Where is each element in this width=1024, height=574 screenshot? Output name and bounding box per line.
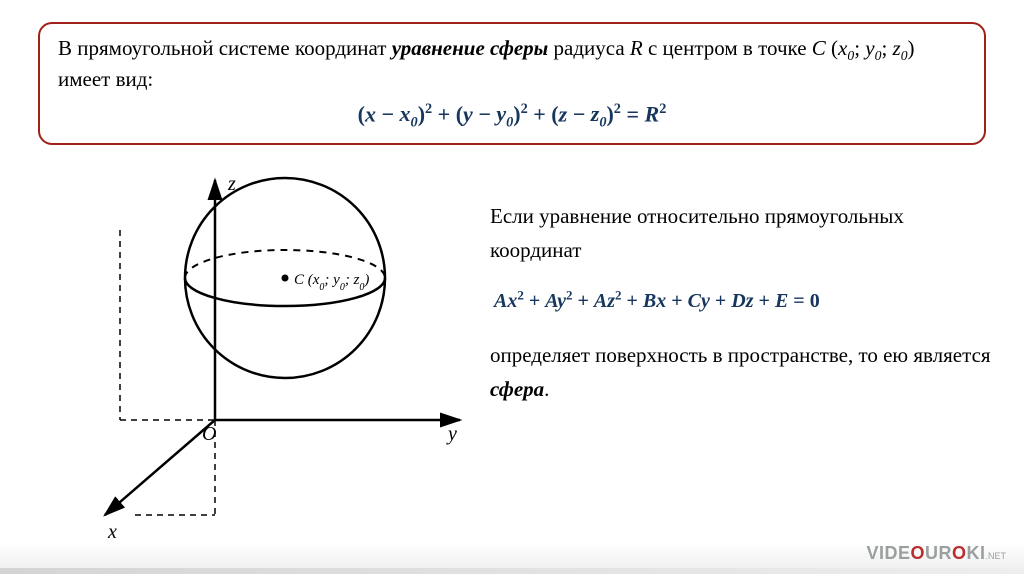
center-point-label: C (x0; y0; z0) [294, 272, 369, 293]
explanation-block: Если уравнение относительно прямоугольны… [490, 200, 1000, 418]
def-R: R [630, 36, 643, 60]
general-equation: Ax2 + Ay2 + Az2 + Bx + Cy + Dz + E = 0 [494, 285, 1000, 317]
def-C: C [812, 36, 826, 60]
y0: y0 [865, 36, 881, 60]
z0: z0 [893, 36, 908, 60]
def-text-b: уравнение сферы [392, 36, 549, 60]
axis-z-label: z [227, 173, 236, 195]
sep1: ; [854, 36, 865, 60]
def-text-d: с центром в точке [643, 36, 812, 60]
sphere-diagram: z y x O C (x0; y0; z0) [80, 170, 480, 560]
x0: x0 [838, 36, 854, 60]
explanation-line2: определяет поверхность в пространстве, т… [490, 339, 1000, 406]
definition-text: В прямоугольной системе координат уравне… [58, 34, 966, 95]
bottom-bar [0, 568, 1024, 574]
axis-x-label: x [107, 521, 117, 543]
origin-label: O [202, 423, 216, 445]
sphere-equation: (x − x0)2 + (y − y0)2 + (z − z0)2 = R2 [58, 101, 966, 132]
definition-box: В прямоугольной системе координат уравне… [38, 22, 986, 145]
axis-y-label: y [446, 423, 457, 445]
paren-close: ) [908, 36, 915, 60]
sep2: ; [881, 36, 892, 60]
def-text-e: имеет вид: [58, 67, 153, 91]
explanation-line1: Если уравнение относительно прямоугольны… [490, 200, 1000, 267]
paren-open: ( [826, 36, 838, 60]
watermark: VIDEOUROKI.NET [866, 543, 1006, 564]
def-text-a: В прямоугольной системе координат [58, 36, 392, 60]
def-text-c: радиуса [548, 36, 630, 60]
